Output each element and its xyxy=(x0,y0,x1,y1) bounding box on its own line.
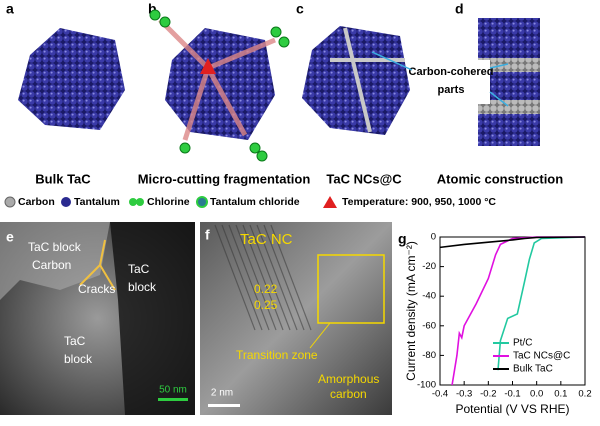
image-label: Transition zone xyxy=(236,348,318,362)
scale-bar xyxy=(158,398,188,401)
panel-label: f xyxy=(205,227,210,243)
image-label: TaC xyxy=(64,334,86,348)
panel-label: b xyxy=(148,1,157,17)
legend-icon xyxy=(196,196,208,208)
lattice-fringes xyxy=(214,224,312,331)
panel-label: a xyxy=(6,1,14,17)
caption: Bulk TaC xyxy=(35,171,91,186)
crack-lines xyxy=(79,239,116,291)
tem-background xyxy=(0,222,110,300)
carbon-layer xyxy=(478,58,540,72)
y-tick-label: 0 xyxy=(431,232,436,243)
y-tick-label: -80 xyxy=(422,350,436,361)
x-tick-label: 0.1 xyxy=(554,389,567,400)
image-label: Amorphous xyxy=(318,372,379,386)
y-tick-label: -20 xyxy=(422,261,436,272)
scale-bar-label: 50 nm xyxy=(159,385,187,396)
image-label: carbon xyxy=(330,387,367,401)
panel-label: e xyxy=(6,229,14,245)
legend-text: Temperature: 900, 950, 1000 °C xyxy=(342,196,496,208)
legend-icon xyxy=(61,197,71,207)
x-tick-label: -0.4 xyxy=(432,389,448,400)
carbon-seams xyxy=(330,27,405,133)
hrtem-image xyxy=(200,222,392,415)
legend-label: TaC NCs@C xyxy=(513,351,570,362)
image-title: TaC NC xyxy=(240,231,293,248)
scale-bar-label: 2 nm xyxy=(211,388,233,399)
legend-text: Tantalum chloride xyxy=(210,196,300,208)
image-label: TaC block xyxy=(28,240,82,254)
legend-icon xyxy=(323,196,337,208)
temperature-icon xyxy=(200,58,216,74)
legend-text: Tantalum xyxy=(74,196,120,208)
x-axis-label: Potential (V VS RHE) xyxy=(455,402,569,416)
panel-label: c xyxy=(296,1,304,17)
annotation-box xyxy=(412,60,490,104)
y-tick-label: -40 xyxy=(422,291,436,302)
caption: Micro-cutting fragmentation xyxy=(138,171,311,186)
y-tick-label: -100 xyxy=(417,380,436,391)
chart: 0 -20 -40 -60 -80 -100-0.4 -0.3 -0.2 -0.1 0.0 0.1 0… xyxy=(404,232,591,417)
image-label: Cracks xyxy=(78,282,115,296)
legend-label: Pt/C xyxy=(513,338,532,349)
caption: TaC NCs@C xyxy=(326,171,402,186)
lattice-spacing: 0.22 xyxy=(254,282,278,296)
x-tick-label: -0.1 xyxy=(504,389,520,400)
annotation-arrows xyxy=(371,51,509,107)
legend-icon xyxy=(4,196,16,208)
y-axis-label: Current density (mA cm⁻²) xyxy=(404,241,418,381)
legend-text: Chlorine xyxy=(147,196,190,208)
bulk-crystal xyxy=(18,28,125,130)
annotation: parts xyxy=(438,84,465,96)
carbon-layer xyxy=(478,100,540,114)
zoom-pointer xyxy=(309,322,331,349)
x-tick-label: -0.3 xyxy=(456,389,472,400)
data-line xyxy=(451,236,585,386)
legend-icon xyxy=(136,198,144,206)
zoom-box xyxy=(317,254,385,324)
image-label: block xyxy=(128,280,157,294)
image-label: Carbon xyxy=(32,258,71,272)
x-tick-label: -0.2 xyxy=(480,389,496,400)
caption: Atomic construction xyxy=(437,171,563,186)
panel-label: d xyxy=(455,1,464,17)
x-tick-label: 0.0 xyxy=(530,389,543,400)
scale-bar xyxy=(208,404,240,407)
data-line xyxy=(497,236,586,371)
tem-block xyxy=(110,222,195,415)
panel-label: g xyxy=(398,231,407,247)
lattice-spacing: 0.25 xyxy=(254,298,278,312)
cutting-rays xyxy=(158,18,276,141)
data-line xyxy=(439,236,586,249)
legend-icon xyxy=(129,198,137,206)
legend-label: Bulk TaC xyxy=(513,364,553,375)
legend-text: Carbon xyxy=(18,196,55,208)
chlorine-atoms xyxy=(149,9,290,162)
annotation: Carbon-cohered xyxy=(409,66,494,78)
image-label: block xyxy=(64,352,93,366)
y-tick-label: -60 xyxy=(422,320,436,331)
x-tick-label: 0.2 xyxy=(578,389,591,400)
image-label: TaC xyxy=(128,262,150,276)
